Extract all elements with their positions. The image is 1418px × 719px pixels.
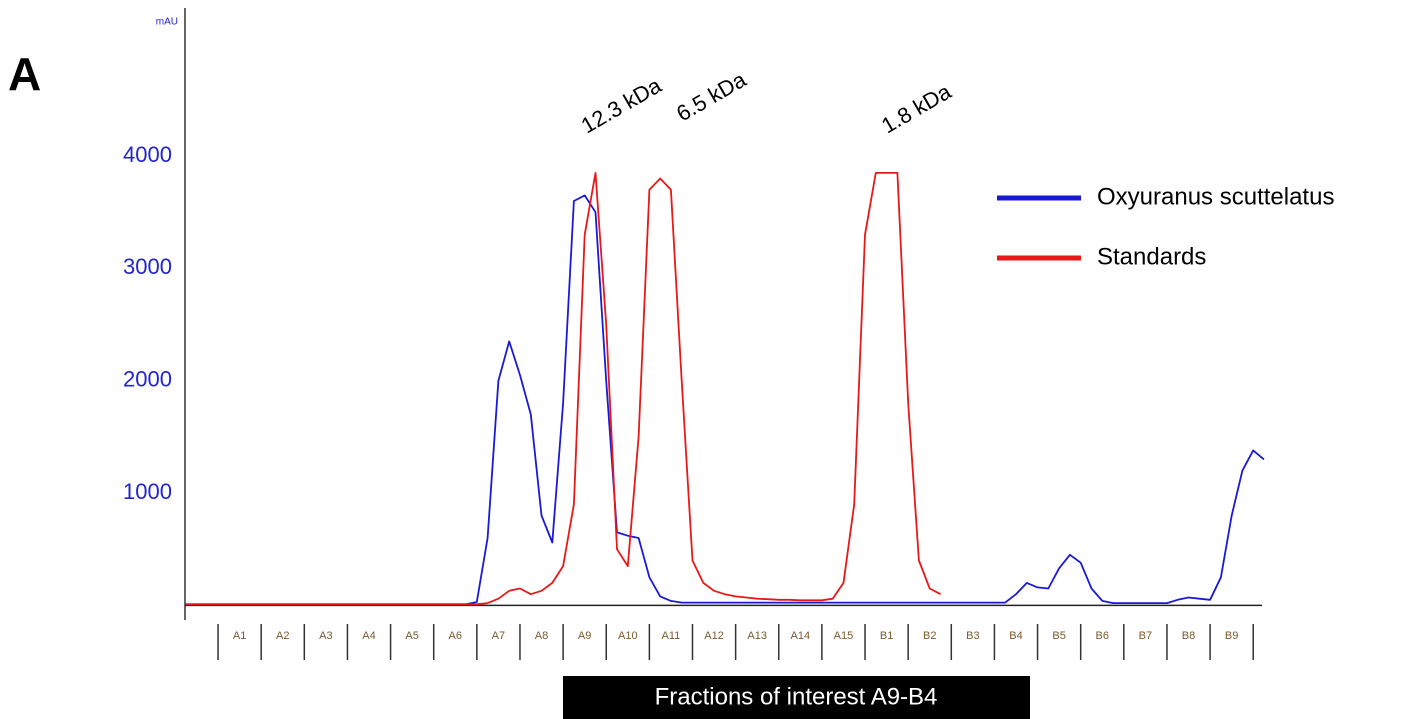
x-label-box [563,676,1030,719]
x-tick-label: A14 [791,630,811,642]
annotation: 1.8 kDa [877,78,956,138]
x-tick-label: B3 [966,630,979,642]
y-tick-label: 1000 [123,479,172,504]
legend-label: Standards [1097,243,1206,270]
y-tick-label: 3000 [123,254,172,279]
series-line [185,172,941,606]
x-tick-label: B1 [880,630,893,642]
x-tick-label: A15 [834,630,854,642]
legend-label: Oxyuranus scuttelatus [1097,183,1334,210]
y-tick-label: 4000 [123,142,172,167]
x-tick-label: B9 [1225,630,1238,642]
y-tick-label: 2000 [123,367,172,392]
x-tick-label: B5 [1052,630,1065,642]
x-tick-label: A5 [405,630,418,642]
x-tick-label: A12 [704,630,724,642]
x-tick-label: B2 [923,630,936,642]
panel-label: A [8,48,41,100]
x-tick-label: B6 [1096,630,1109,642]
x-tick-label: B7 [1139,630,1152,642]
x-tick-label: B8 [1182,630,1195,642]
x-tick-label: A3 [319,630,332,642]
x-label: Fractions of interest A9-B4 [655,683,938,710]
x-tick-label: A2 [276,630,289,642]
annotation: 12.3 kDa [577,72,666,138]
x-tick-label: A11 [662,630,681,642]
x-tick-label: A7 [492,630,505,642]
x-tick-label: A4 [362,630,375,642]
x-tick-label: A10 [618,630,638,642]
x-tick-label: A1 [233,630,246,642]
y-unit: mAU [156,17,178,28]
x-tick-label: A13 [747,630,767,642]
annotation: 6.5 kDa [672,66,751,126]
x-tick-label: A8 [535,630,548,642]
x-tick-label: B4 [1009,630,1022,642]
x-tick-label: A9 [578,630,591,642]
x-tick-label: A6 [449,630,462,642]
